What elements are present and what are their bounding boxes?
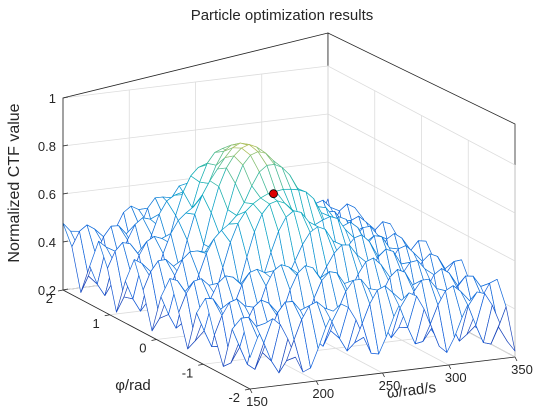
- y-tick-1: [198, 363, 204, 366]
- y-axis-label: φ/rad: [115, 377, 151, 394]
- y-tick-label-3: 1: [93, 316, 100, 331]
- x-tick-label-3: 300: [445, 370, 467, 385]
- x-tick-2: [382, 372, 385, 378]
- z-tick-label-3: 0.8: [38, 139, 56, 154]
- z-tick-2: [62, 192, 69, 195]
- x-tick-3: [448, 364, 452, 370]
- optimum-point-marker: [269, 189, 278, 199]
- x-tick-label-1: 200: [312, 386, 334, 401]
- x-tick-label-4: 350: [511, 362, 533, 377]
- tick-labels: 0.2 0.4 0.6 0.8 1 150 200 250 300 350 -2 -1 0 1 2: [38, 91, 533, 409]
- y-tick-label-4: 2: [46, 291, 53, 306]
- x-tick-4: [514, 356, 518, 362]
- x-tick-0: [249, 388, 253, 394]
- x-tick-label-0: 150: [246, 394, 268, 409]
- z-tick-label-2: 0.6: [38, 187, 56, 202]
- z-tick-label-4: 1: [49, 91, 56, 106]
- z-tick-label-1: 0.4: [38, 235, 56, 250]
- z-tick-4: [62, 96, 69, 99]
- y-tick-label-0: -2: [228, 390, 240, 405]
- x-axis-label: ω/rad/s: [386, 379, 437, 402]
- surface-mesh: [62, 142, 516, 374]
- grid-line-z-2: [62, 161, 516, 262]
- y-tick-label-2: 0: [139, 341, 146, 356]
- surface-cell-734: [498, 306, 516, 352]
- x-tick-1: [315, 380, 319, 386]
- y-tick-0: [244, 388, 251, 391]
- y-tick-3: [104, 314, 110, 317]
- z-tick-1: [62, 240, 69, 243]
- y-tick-4: [57, 289, 64, 292]
- x-tick-label-2: 250: [379, 378, 401, 393]
- grid-line-z-4: [62, 65, 516, 166]
- y-tick-label-1: -1: [182, 365, 194, 380]
- z-tick-3: [62, 144, 69, 147]
- grid-line-z-3: [62, 113, 516, 214]
- chart-title: Particle optimization results: [191, 7, 374, 24]
- z-axis-label: Normalized CTF value: [6, 103, 23, 262]
- y-tick-2: [151, 339, 157, 341]
- z-tick-label-0: 0.2: [38, 283, 56, 298]
- z-tick-0: [62, 288, 69, 291]
